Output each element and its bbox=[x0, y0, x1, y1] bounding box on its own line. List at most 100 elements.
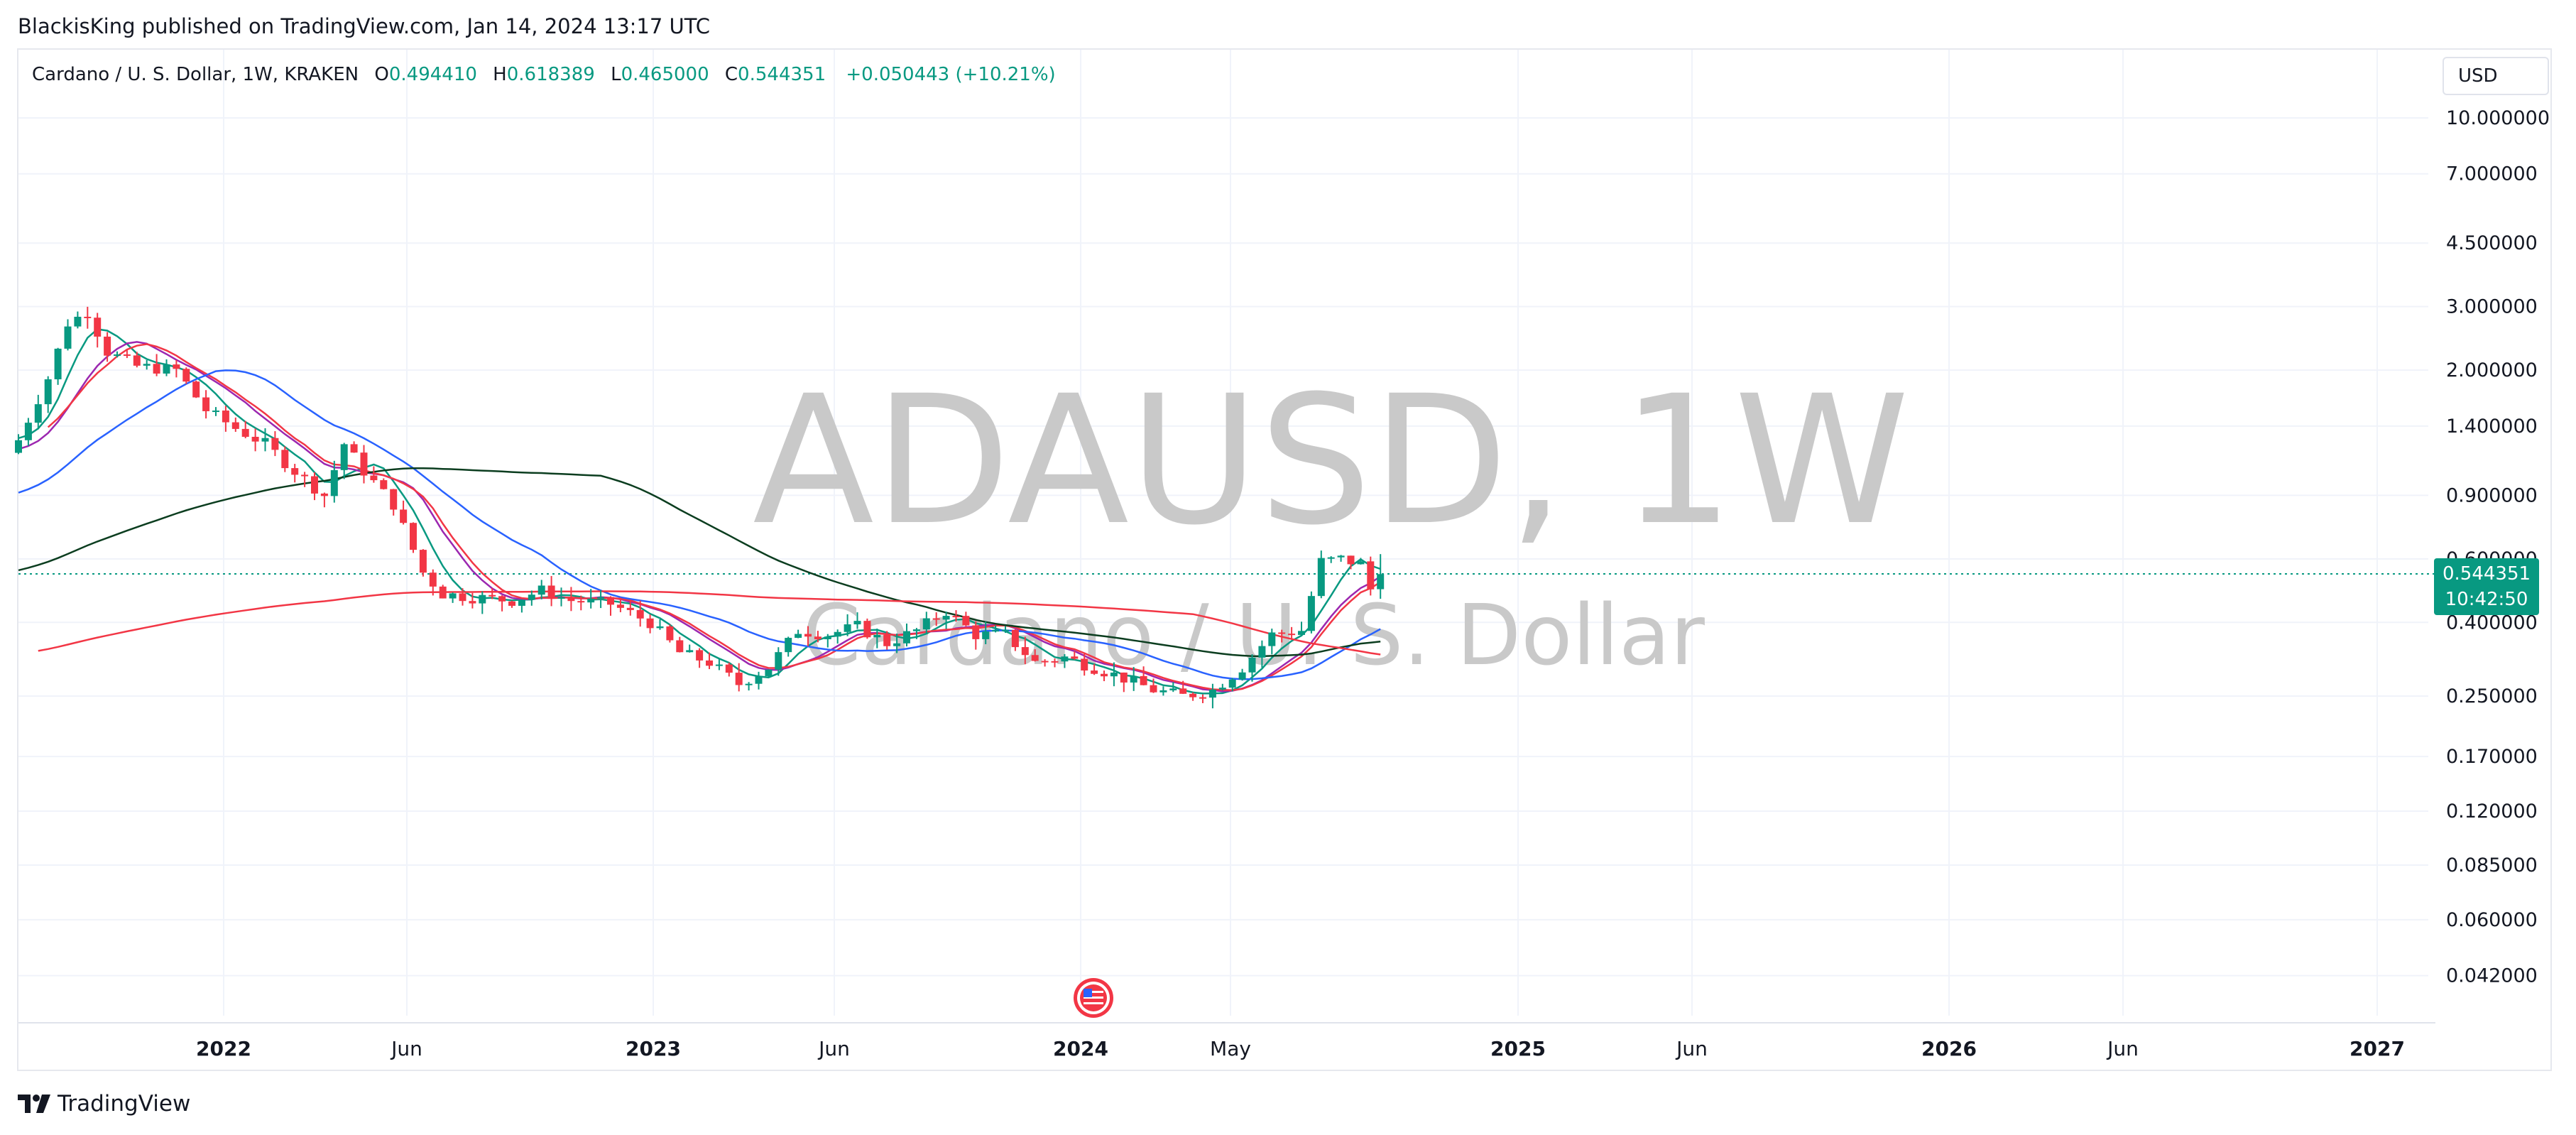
candle bbox=[15, 434, 22, 455]
time-tick-label: Jun bbox=[2106, 1037, 2139, 1060]
time-tick-label: Jun bbox=[817, 1037, 850, 1060]
candle bbox=[1278, 629, 1286, 643]
candle bbox=[24, 418, 32, 446]
price-tick-label: 0.120000 bbox=[2446, 800, 2538, 822]
candle bbox=[1268, 629, 1276, 655]
candle bbox=[982, 621, 990, 644]
ma-purple-line bbox=[18, 341, 1381, 693]
candle bbox=[577, 595, 585, 611]
candle bbox=[1159, 686, 1167, 696]
candle bbox=[1208, 683, 1216, 709]
price-tick-label: 0.250000 bbox=[2446, 685, 2538, 707]
close-value: 0.544351 bbox=[738, 64, 826, 85]
candle bbox=[626, 599, 634, 616]
candle bbox=[400, 500, 408, 525]
candle bbox=[370, 466, 378, 483]
candle bbox=[706, 652, 713, 670]
candle bbox=[163, 359, 170, 376]
candle bbox=[1367, 556, 1375, 596]
candle bbox=[1179, 680, 1187, 695]
candle bbox=[1199, 694, 1206, 704]
candle bbox=[646, 614, 654, 634]
symbol-name[interactable]: Cardano / U. S. Dollar, 1W, KRAKEN bbox=[32, 64, 359, 85]
candle bbox=[715, 658, 723, 670]
candle bbox=[676, 636, 684, 653]
candle bbox=[696, 648, 704, 668]
candle bbox=[607, 596, 614, 616]
candle bbox=[932, 612, 940, 626]
time-tick-label: Jun bbox=[390, 1037, 422, 1060]
candle bbox=[360, 445, 368, 484]
candle bbox=[192, 380, 200, 398]
price-tick-label: 0.085000 bbox=[2446, 854, 2538, 876]
candle bbox=[1347, 555, 1355, 570]
candle bbox=[1307, 591, 1315, 634]
candle bbox=[301, 472, 309, 487]
candle bbox=[883, 631, 891, 650]
time-tick-label: Jun bbox=[1675, 1037, 1708, 1060]
ma-black-line bbox=[18, 467, 1381, 658]
price-axis: 10.000000 7.000000 4.500000 3.000000 2.00000… bbox=[2446, 107, 2550, 987]
candle bbox=[231, 417, 239, 433]
ohlc-legend: Cardano / U. S. Dollar, 1W, KRAKEN O0.49… bbox=[32, 64, 1056, 85]
candle bbox=[1011, 629, 1019, 651]
candle bbox=[1041, 659, 1049, 667]
candle bbox=[1228, 678, 1236, 692]
candle bbox=[330, 460, 338, 503]
time-tick-label: May bbox=[1210, 1037, 1251, 1060]
price-tick-label: 3.000000 bbox=[2446, 296, 2538, 318]
candle bbox=[173, 359, 180, 378]
candle bbox=[616, 597, 624, 612]
candle bbox=[469, 592, 476, 609]
tradingview-logo[interactable]: TradingView bbox=[18, 1091, 190, 1117]
candle bbox=[1031, 649, 1039, 662]
candle bbox=[1101, 670, 1108, 682]
candle bbox=[271, 431, 279, 457]
price-tick-label: 7.000000 bbox=[2446, 163, 2538, 185]
candle bbox=[873, 628, 881, 648]
candle bbox=[222, 406, 229, 432]
candle bbox=[1081, 653, 1088, 676]
current-price-tag: 0.544351 10:42:50 bbox=[2434, 558, 2539, 615]
candle bbox=[942, 612, 950, 629]
price-tick-label: 1.400000 bbox=[2446, 416, 2538, 438]
candle bbox=[1248, 654, 1256, 682]
price-tick-label: 0.060000 bbox=[2446, 909, 2538, 931]
candle bbox=[903, 623, 910, 647]
low-label: L bbox=[611, 64, 621, 85]
candle bbox=[537, 580, 545, 599]
currency-selector[interactable]: USD bbox=[2443, 57, 2549, 95]
candle bbox=[853, 612, 861, 629]
time-tick-label: 2027 bbox=[2349, 1037, 2405, 1060]
price-tick-label: 0.042000 bbox=[2446, 965, 2538, 987]
candle bbox=[281, 446, 289, 472]
candle bbox=[962, 612, 970, 626]
candle bbox=[419, 549, 427, 577]
candle bbox=[1288, 626, 1296, 640]
candle bbox=[795, 629, 802, 639]
candles bbox=[15, 306, 1385, 709]
ma-red-line bbox=[47, 343, 1381, 691]
candle bbox=[34, 394, 42, 430]
bar-countdown: 10:42:50 bbox=[2445, 589, 2528, 610]
candle bbox=[241, 420, 249, 439]
candle bbox=[1317, 550, 1325, 599]
candle bbox=[597, 590, 605, 609]
candle bbox=[1169, 682, 1177, 693]
candle bbox=[84, 306, 92, 329]
candle bbox=[508, 600, 515, 608]
price-tick-label: 10.000000 bbox=[2446, 107, 2550, 129]
candle bbox=[251, 428, 259, 452]
candle bbox=[587, 589, 595, 609]
candle bbox=[765, 669, 773, 677]
price-tick-label: 0.900000 bbox=[2446, 484, 2538, 506]
candle bbox=[1238, 668, 1246, 681]
candle bbox=[745, 682, 753, 691]
flag-icon[interactable] bbox=[1074, 978, 1113, 1018]
candle bbox=[1337, 555, 1345, 562]
candle bbox=[547, 575, 555, 607]
candle bbox=[725, 662, 733, 677]
candle bbox=[1377, 554, 1385, 599]
candle bbox=[459, 588, 466, 606]
